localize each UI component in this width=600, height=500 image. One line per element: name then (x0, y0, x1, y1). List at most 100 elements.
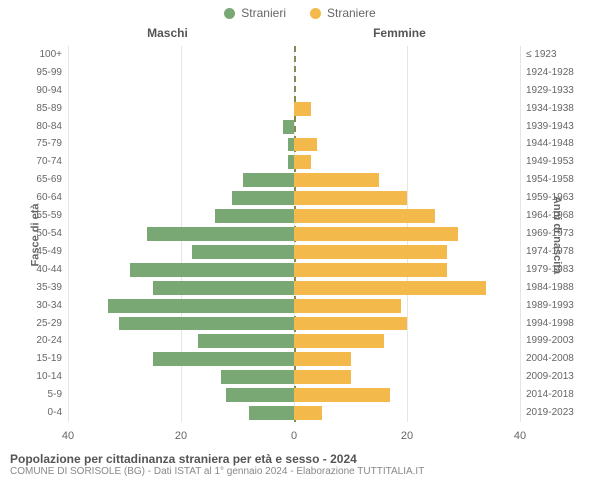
bar-female (294, 155, 311, 169)
column-header-female: Femmine (373, 26, 426, 40)
birth-year-label: 2009-2013 (526, 371, 598, 382)
bar-female (294, 352, 351, 366)
bar-male (283, 120, 294, 134)
pyramid-row: 0-42019-2023 (68, 404, 520, 422)
age-label: 65-69 (2, 174, 62, 185)
bar-male (192, 245, 294, 259)
bar-female (294, 334, 384, 348)
bar-male (215, 209, 294, 223)
birth-year-label: ≤ 1923 (526, 49, 598, 60)
birth-year-label: 1964-1968 (526, 210, 598, 221)
age-label: 50-54 (2, 228, 62, 239)
birth-year-label: 1949-1953 (526, 156, 598, 167)
bar-male (147, 227, 294, 241)
chart-area: Fasce di età Anni di nascita Maschi Femm… (0, 20, 600, 450)
x-tick-label: 40 (62, 430, 74, 442)
pyramid-row: 5-92014-2018 (68, 386, 520, 404)
birth-year-label: 1979-1983 (526, 264, 598, 275)
bar-female (294, 281, 486, 295)
age-label: 95-99 (2, 67, 62, 78)
birth-year-label: 1959-1963 (526, 192, 598, 203)
pyramid-row: 75-791944-1948 (68, 136, 520, 154)
pyramid-row: 60-641959-1963 (68, 189, 520, 207)
pyramid-row: 30-341989-1993 (68, 297, 520, 315)
pyramid-row: 70-741949-1953 (68, 153, 520, 171)
age-label: 20-24 (2, 335, 62, 346)
bar-female (294, 388, 390, 402)
age-label: 30-34 (2, 300, 62, 311)
chart-title: Popolazione per cittadinanza straniera p… (10, 452, 590, 466)
birth-year-label: 1994-1998 (526, 318, 598, 329)
birth-year-label: 1954-1958 (526, 174, 598, 185)
bar-female (294, 263, 447, 277)
age-label: 35-39 (2, 282, 62, 293)
birth-year-label: 1939-1943 (526, 121, 598, 132)
age-label: 0-4 (2, 407, 62, 418)
plot-region: Maschi Femmine 020204040100+≤ 192395-991… (68, 46, 520, 422)
bar-male (153, 281, 294, 295)
age-label: 75-79 (2, 138, 62, 149)
birth-year-label: 1974-1978 (526, 246, 598, 257)
bar-female (294, 173, 379, 187)
pyramid-row: 80-841939-1943 (68, 118, 520, 136)
bar-male (198, 334, 294, 348)
column-header-male: Maschi (147, 26, 188, 40)
chart-footer: Popolazione per cittadinanza straniera p… (0, 450, 600, 477)
pyramid-row: 45-491974-1978 (68, 243, 520, 261)
pyramid-row: 100+≤ 1923 (68, 46, 520, 64)
bar-female (294, 406, 322, 420)
birth-year-label: 1924-1928 (526, 67, 598, 78)
pyramid-row: 50-541969-1973 (68, 225, 520, 243)
birth-year-label: 1989-1993 (526, 300, 598, 311)
bar-female (294, 191, 407, 205)
bar-female (294, 317, 407, 331)
age-label: 100+ (2, 49, 62, 60)
bar-male (232, 191, 294, 205)
age-label: 85-89 (2, 103, 62, 114)
age-label: 5-9 (2, 389, 62, 400)
pyramid-row: 85-891934-1938 (68, 100, 520, 118)
pyramid-row: 20-241999-2003 (68, 332, 520, 350)
legend-swatch-female (310, 8, 321, 19)
pyramid-row: 95-991924-1928 (68, 64, 520, 82)
pyramid-row: 25-291994-1998 (68, 315, 520, 333)
age-label: 25-29 (2, 318, 62, 329)
pyramid-row: 55-591964-1968 (68, 207, 520, 225)
bar-male (249, 406, 294, 420)
birth-year-label: 2014-2018 (526, 389, 598, 400)
birth-year-label: 1999-2003 (526, 335, 598, 346)
bar-female (294, 299, 401, 313)
x-tick-label: 40 (514, 430, 526, 442)
birth-year-label: 1984-1988 (526, 282, 598, 293)
pyramid-row: 35-391984-1988 (68, 279, 520, 297)
bar-male (130, 263, 294, 277)
legend: Stranieri Straniere (0, 0, 600, 20)
birth-year-label: 2004-2008 (526, 353, 598, 364)
pyramid-row: 65-691954-1958 (68, 171, 520, 189)
age-label: 70-74 (2, 156, 62, 167)
x-tick-label: 0 (291, 430, 297, 442)
age-label: 40-44 (2, 264, 62, 275)
bar-male (226, 388, 294, 402)
pyramid-row: 15-192004-2008 (68, 350, 520, 368)
bar-male (153, 352, 294, 366)
legend-label-female: Straniere (327, 6, 376, 20)
birth-year-label: 2019-2023 (526, 407, 598, 418)
chart-subtitle: COMUNE DI SORISOLE (BG) - Dati ISTAT al … (10, 466, 590, 477)
bar-male (108, 299, 294, 313)
age-label: 15-19 (2, 353, 62, 364)
legend-swatch-male (224, 8, 235, 19)
age-label: 55-59 (2, 210, 62, 221)
birth-year-label: 1929-1933 (526, 85, 598, 96)
bar-female (294, 138, 317, 152)
age-label: 10-14 (2, 371, 62, 382)
x-tick-label: 20 (175, 430, 187, 442)
bar-male (243, 173, 294, 187)
age-label: 45-49 (2, 246, 62, 257)
bar-female (294, 245, 447, 259)
birth-year-label: 1934-1938 (526, 103, 598, 114)
bar-male (221, 370, 294, 384)
bar-female (294, 227, 458, 241)
birth-year-label: 1944-1948 (526, 138, 598, 149)
legend-item-female: Straniere (310, 6, 376, 20)
